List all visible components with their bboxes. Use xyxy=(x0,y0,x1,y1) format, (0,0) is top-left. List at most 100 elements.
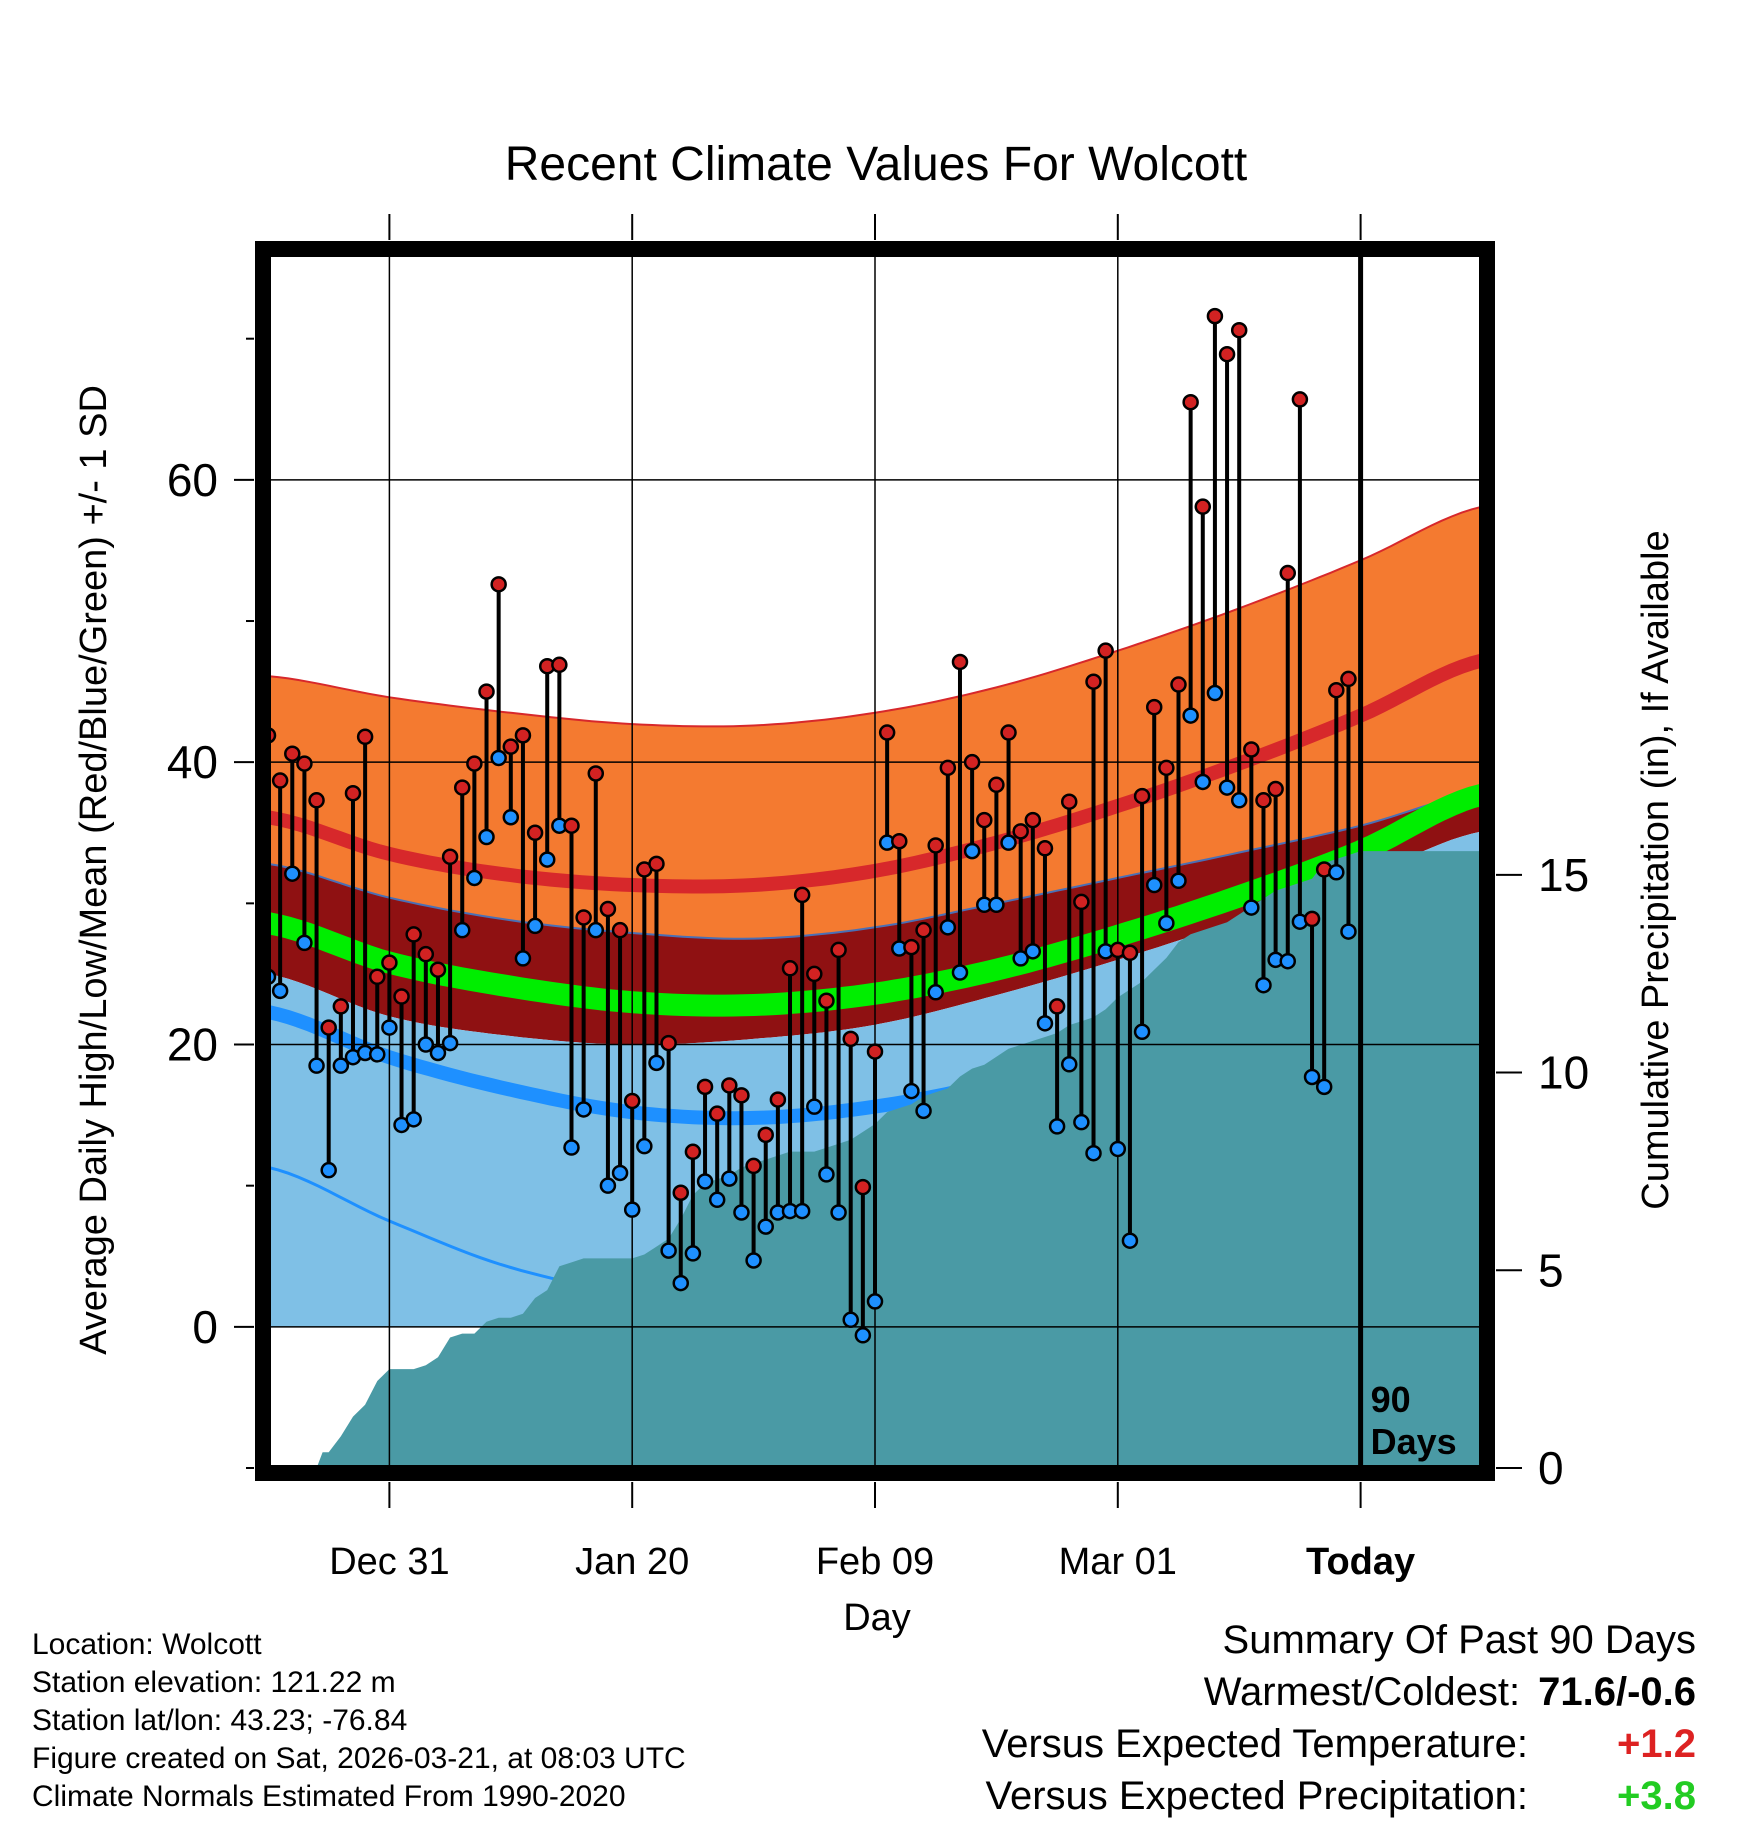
daily-low-dot xyxy=(1109,1140,1127,1158)
daily-high-dot xyxy=(563,817,580,834)
daily-low-dot xyxy=(1206,684,1224,702)
daily-low-dot xyxy=(611,1164,629,1182)
daily-high-dot xyxy=(1048,998,1066,1015)
daily-high-dot xyxy=(976,811,993,829)
daily-low-dot xyxy=(1145,876,1163,894)
daily-low-dot xyxy=(733,1204,750,1221)
daily-low-dot xyxy=(1012,950,1029,967)
today-days-text: Days xyxy=(1371,1421,1457,1462)
daily-high-dot xyxy=(915,921,932,939)
daily-low-dot xyxy=(636,1137,653,1155)
daily-high-dot xyxy=(296,755,313,772)
daily-high-dot xyxy=(1279,564,1297,582)
daily-high-dot xyxy=(878,724,896,741)
daily-high-dot xyxy=(830,941,847,959)
daily-high-dot xyxy=(623,1092,641,1110)
daily-high-dot xyxy=(793,886,811,904)
x-tick-label: Feb 09 xyxy=(816,1541,934,1583)
daily-high-dot xyxy=(1024,811,1042,829)
daily-high-dot xyxy=(1085,673,1102,690)
daily-high-dot xyxy=(599,900,617,918)
daily-high-dot xyxy=(526,824,544,842)
daily-high-dot xyxy=(988,776,1005,794)
daily-low-dot xyxy=(514,950,532,967)
daily-low-dot xyxy=(563,1139,580,1156)
daily-low-dot xyxy=(1194,773,1212,791)
daily-low-dot xyxy=(903,1082,920,1100)
daily-high-dot xyxy=(757,1126,774,1144)
daily-high-dot xyxy=(514,727,532,744)
daily-high-dot xyxy=(478,683,495,700)
daily-low-dot xyxy=(939,919,957,936)
daily-high-dot xyxy=(1230,321,1248,339)
daily-low-dot xyxy=(951,964,969,981)
daily-low-dot xyxy=(538,851,556,868)
daily-high-dot xyxy=(490,576,507,593)
x-tick-label: Jan 20 xyxy=(575,1541,689,1583)
daily-low-dot xyxy=(927,984,944,1001)
daily-high-dot xyxy=(1121,944,1139,962)
daily-low-dot xyxy=(1073,1113,1090,1131)
daily-low-dot xyxy=(381,1019,398,1036)
daily-high-dot xyxy=(1060,793,1078,810)
elevation-text: Station elevation: 121.22 m xyxy=(32,1666,396,1699)
y2-tick-label: 10 xyxy=(1538,1047,1589,1099)
daily-low-dot xyxy=(308,1057,325,1074)
daily-low-dot xyxy=(1121,1232,1139,1249)
daily-low-dot xyxy=(490,749,507,767)
daily-low-dot xyxy=(320,1161,337,1179)
daily-high-dot xyxy=(903,938,920,956)
summary-heading: Summary Of Past 90 Days xyxy=(1222,1618,1696,1662)
plot-area xyxy=(268,254,1482,1468)
y-tick-label: 0 xyxy=(192,1301,218,1353)
precip-value: +3.8 xyxy=(1617,1774,1696,1818)
daily-high-dot xyxy=(818,992,835,1010)
daily-low-dot xyxy=(708,1191,726,1209)
chart-title: Recent Climate Values For Wolcott xyxy=(505,138,1248,191)
daily-low-dot xyxy=(660,1242,677,1259)
summary-temp-row: Versus Expected Temperature: +1.2 xyxy=(982,1718,1696,1770)
daily-high-dot xyxy=(842,1030,859,1048)
daily-low-dot xyxy=(745,1252,762,1269)
daily-low-dot xyxy=(1218,779,1236,796)
summary-precip-row: Versus Expected Precipitation: +3.8 xyxy=(982,1770,1696,1822)
y-axis-label: Average Daily High/Low/Mean (Red/Blue/Gr… xyxy=(73,385,115,1355)
x-tick-label: Mar 01 xyxy=(1059,1541,1177,1583)
daily-low-dot xyxy=(1328,864,1345,881)
daily-low-dot xyxy=(1170,872,1187,890)
daily-low-dot xyxy=(296,934,313,952)
daily-high-dot xyxy=(551,656,568,674)
daily-high-dot xyxy=(951,653,969,671)
daily-high-dot xyxy=(381,954,398,971)
daily-low-dot xyxy=(1024,943,1042,960)
daily-low-dot xyxy=(332,1057,350,1074)
daily-high-dot xyxy=(1036,840,1054,857)
daily-low-dot xyxy=(793,1202,811,1220)
precip-label: Versus Expected Precipitation: xyxy=(985,1774,1528,1818)
x-tick-label: Dec 31 xyxy=(329,1541,449,1583)
daily-low-dot xyxy=(453,921,471,939)
daily-low-dot xyxy=(1255,976,1272,994)
daily-low-dot xyxy=(502,808,520,826)
summary-warm-cold-row: Warmest/Coldest: 71.6/-0.6 xyxy=(982,1666,1696,1718)
temp-value: +1.2 xyxy=(1617,1722,1696,1766)
daily-high-dot xyxy=(1255,792,1272,809)
daily-high-dot xyxy=(1194,498,1212,515)
daily-high-dot xyxy=(284,745,301,762)
y-tick-label: 40 xyxy=(167,736,218,788)
daily-low-dot xyxy=(1230,792,1248,809)
daily-low-dot xyxy=(842,1311,859,1329)
daily-low-dot xyxy=(429,1044,447,1062)
daily-low-dot xyxy=(818,1166,835,1183)
daily-low-dot xyxy=(830,1204,847,1221)
daily-low-dot xyxy=(696,1173,714,1190)
daily-high-dot xyxy=(963,753,981,771)
daily-high-dot xyxy=(1218,345,1236,363)
daily-low-dot xyxy=(1158,914,1175,932)
daily-high-dot xyxy=(733,1087,750,1104)
daily-high-dot xyxy=(1243,741,1260,758)
daily-high-dot xyxy=(672,1184,690,1201)
daily-low-dot xyxy=(1085,1144,1102,1162)
daily-high-dot xyxy=(781,960,799,977)
daily-low-dot xyxy=(1048,1118,1066,1135)
